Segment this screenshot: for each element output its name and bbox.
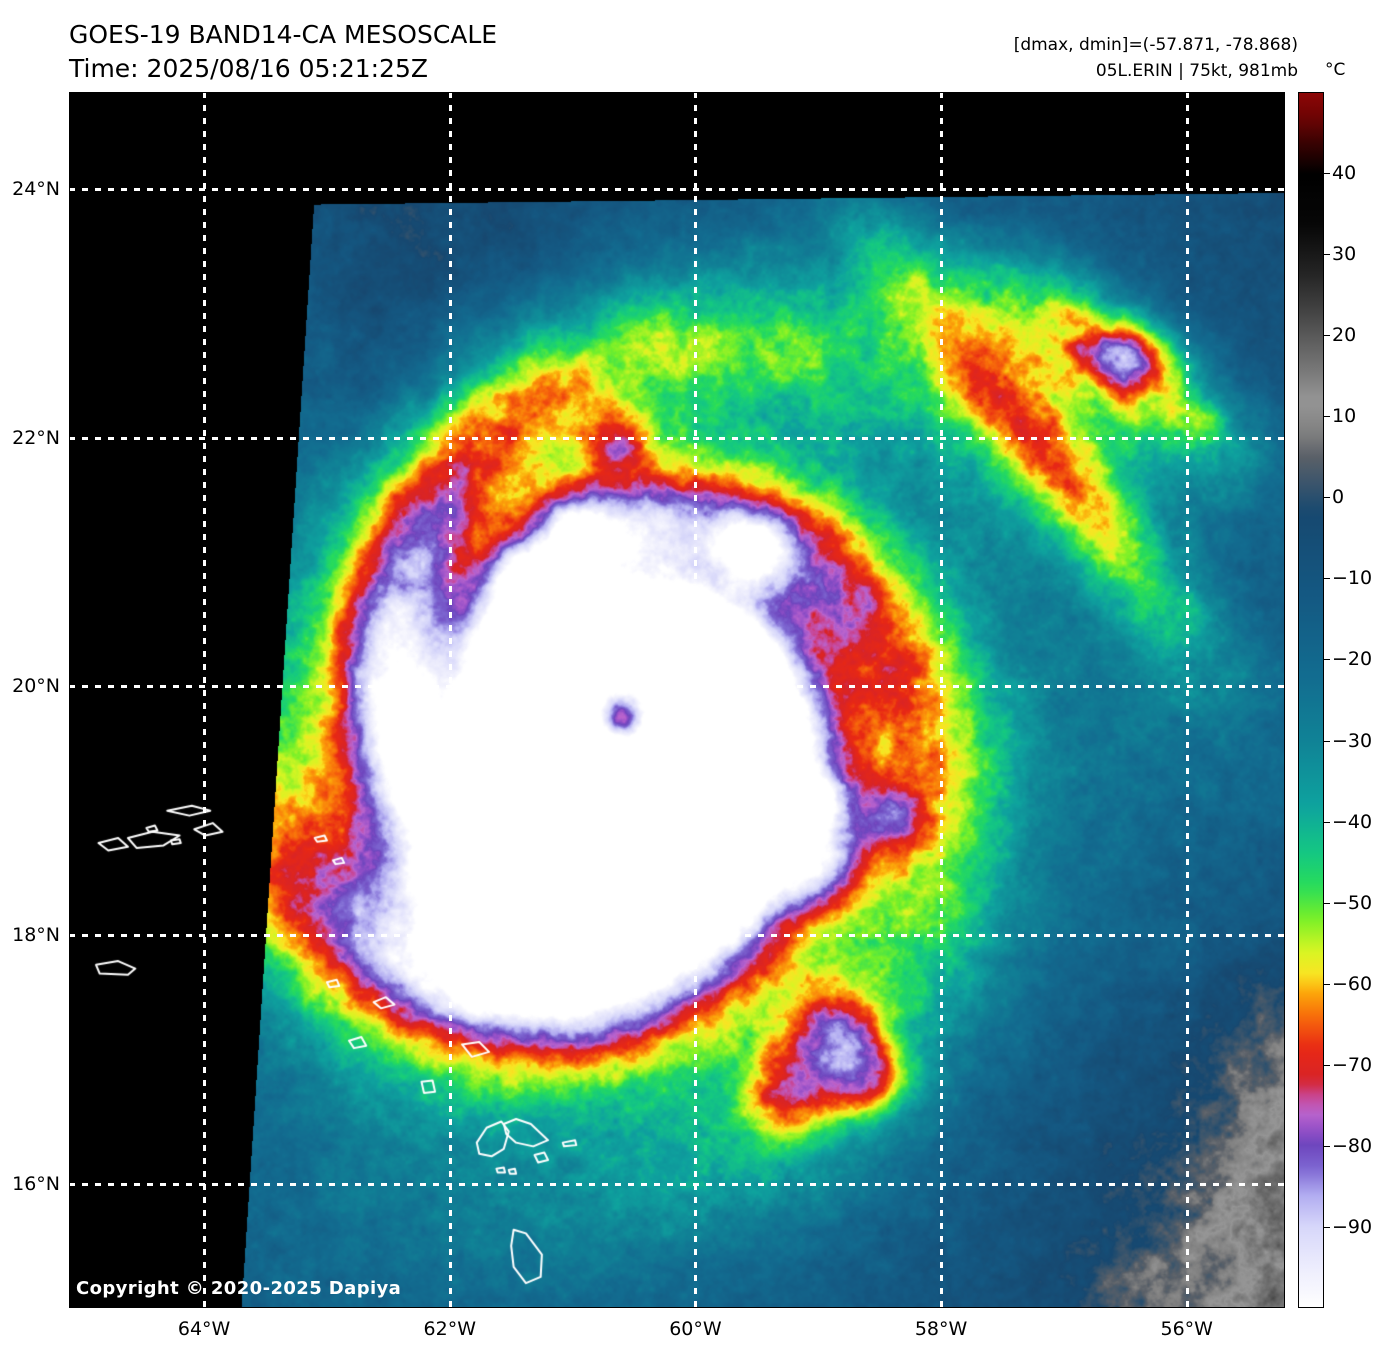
colorbar-tick-30: 30: [1332, 243, 1357, 266]
colorbar-tick--10: −10: [1332, 567, 1373, 590]
satellite-raster: [69, 92, 1285, 1308]
colorbar-tickmark--70: [1324, 1064, 1330, 1066]
colorbar-tick--90: −90: [1332, 1215, 1373, 1238]
colorbar-tick-20: 20: [1332, 324, 1357, 347]
title-line-2: Time: 2025/08/16 05:21:25Z: [69, 54, 428, 83]
gridline-lat-16°N: [69, 1182, 1285, 1186]
colorbar-tickmark-10: [1324, 416, 1330, 418]
colorbar-tick--20: −20: [1332, 648, 1373, 671]
colorbar-tickmark--10: [1324, 578, 1330, 580]
gridline-lat-20°N: [69, 685, 1285, 689]
colorbar-tickmark-40: [1324, 173, 1330, 175]
ytick-label-20°N: 20°N: [12, 675, 60, 698]
colorbar-tick--70: −70: [1332, 1053, 1373, 1076]
colorbar-tickmark--90: [1324, 1226, 1330, 1228]
page-title: GOES-19 BAND14-CA MESOSCALE Time: 2025/0…: [69, 18, 497, 86]
colorbar-tickmark-0: [1324, 497, 1330, 499]
colorbar-unit-label: °C: [1325, 60, 1346, 80]
title-line-1: GOES-19 BAND14-CA MESOSCALE: [69, 20, 498, 49]
ytick-label-22°N: 22°N: [12, 426, 60, 449]
xtick-label-62°W: 62°W: [423, 1318, 476, 1340]
colorbar-tick--50: −50: [1332, 891, 1373, 914]
colorbar-tick-0: 0: [1332, 486, 1345, 509]
colorbar-gradient: [1299, 93, 1323, 1307]
gridline-lon-58°W: [940, 92, 944, 1308]
xtick-label-64°W: 64°W: [177, 1318, 231, 1340]
colorbar-tick--40: −40: [1332, 810, 1373, 833]
colorbar-tick--80: −80: [1332, 1134, 1373, 1157]
colorbar-tickmark--20: [1324, 659, 1330, 661]
ytick-label-24°N: 24°N: [12, 177, 60, 200]
xtick-label-56°W: 56°W: [1160, 1318, 1213, 1340]
gridline-lon-56°W: [1185, 92, 1189, 1308]
ytick-label-18°N: 18°N: [12, 923, 60, 946]
ytick-label-16°N: 16°N: [12, 1172, 60, 1195]
colorbar-tick--60: −60: [1332, 972, 1373, 995]
colorbar-tickmark-30: [1324, 254, 1330, 256]
graticule-layer: [69, 92, 1285, 1308]
gridline-lon-60°W: [694, 92, 698, 1308]
satellite-image-plot[interactable]: [69, 92, 1285, 1308]
satellite-swath: [69, 92, 1285, 1308]
gridline-lat-22°N: [69, 436, 1285, 440]
xtick-label-60°W: 60°W: [669, 1318, 722, 1340]
gridline-lat-24°N: [69, 187, 1285, 191]
gridline-lon-64°W: [203, 92, 207, 1308]
colorbar-tickmark-20: [1324, 335, 1330, 337]
gridline-lon-62°W: [448, 92, 452, 1308]
storm-info-label: 05L.ERIN | 75kt, 981mb: [1095, 61, 1298, 81]
dmax-dmin-label: [dmax, dmin]=(-57.871, -78.868): [1013, 35, 1298, 55]
metadata-block: [dmax, dmin]=(-57.871, -78.868) 05L.ERIN…: [1014, 32, 1298, 84]
colorbar[interactable]: [1298, 92, 1324, 1308]
colorbar-tickmark--60: [1324, 983, 1330, 985]
xtick-label-58°W: 58°W: [914, 1318, 968, 1340]
copyright-notice: Copyright © 2020-2025 Dapiya: [76, 1278, 402, 1299]
colorbar-tickmark--30: [1324, 740, 1330, 742]
gridline-lat-18°N: [69, 933, 1285, 937]
colorbar-tickmark--40: [1324, 821, 1330, 823]
colorbar-tick-40: 40: [1332, 162, 1357, 185]
colorbar-tick-10: 10: [1332, 405, 1357, 428]
colorbar-tickmark--80: [1324, 1145, 1330, 1147]
colorbar-tick--30: −30: [1332, 729, 1373, 752]
colorbar-tickmark--50: [1324, 902, 1330, 904]
